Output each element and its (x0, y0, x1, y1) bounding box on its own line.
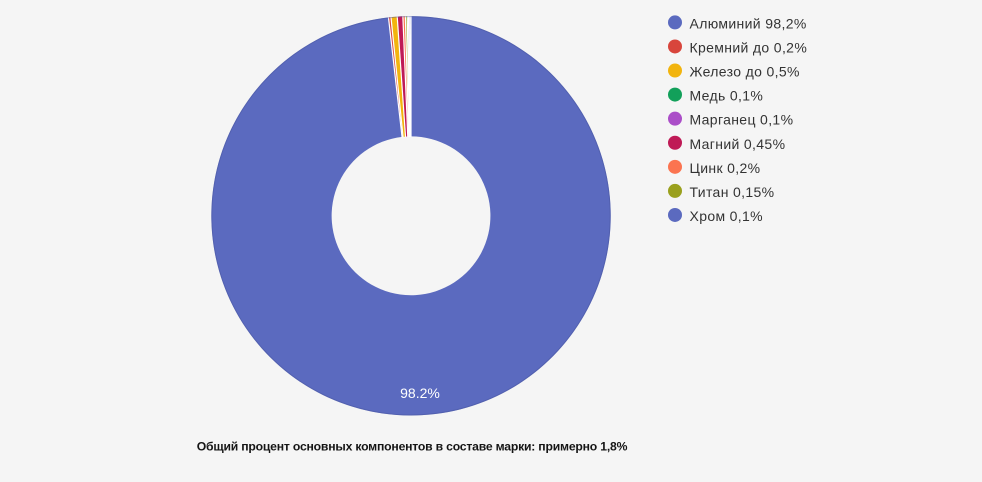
svg-text:Магний 0,45%: Магний 0,45% (690, 136, 786, 152)
svg-text:Алюминий 98,2%: Алюминий 98,2% (690, 15, 807, 31)
svg-text:Железо до 0,5%: Железо до 0,5% (690, 64, 800, 80)
svg-text:Общий процент основных компоне: Общий процент основных компонентов в сос… (197, 440, 628, 454)
svg-text:Хром 0,1%: Хром 0,1% (690, 208, 764, 224)
svg-text:Марганец 0,1%: Марганец 0,1% (690, 112, 794, 128)
svg-text:Медь 0,1%: Медь 0,1% (690, 88, 764, 104)
svg-text:98.2%: 98.2% (400, 385, 440, 401)
svg-text:Кремний до 0,2%: Кремний до 0,2% (690, 39, 808, 55)
svg-text:Титан 0,15%: Титан 0,15% (690, 184, 775, 200)
svg-text:Цинк 0,2%: Цинк 0,2% (690, 160, 761, 176)
